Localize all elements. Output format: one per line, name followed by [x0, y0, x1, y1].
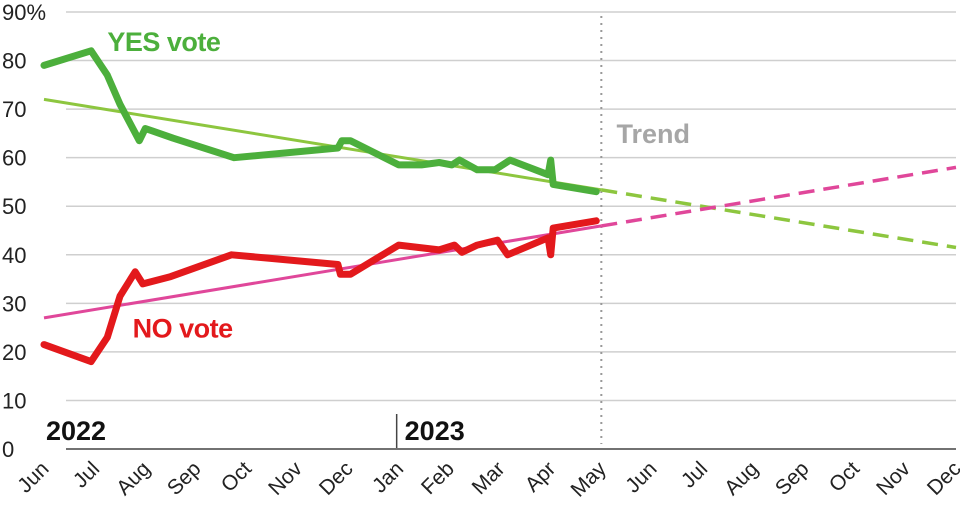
y-tick-label: 30: [2, 291, 26, 316]
y-tick-label: 40: [2, 243, 26, 268]
y-axis-tick-labels: 0 10 20 30 40 50 60 70 80 90%: [2, 0, 46, 462]
x-tick-label: Jan: [368, 457, 408, 497]
y-tick-label: 60: [2, 146, 26, 171]
x-tick-label: Mar: [468, 457, 510, 499]
y-tick-label: 50: [2, 194, 26, 219]
y-tick-label: 80: [2, 49, 26, 74]
trend-line-solid: [43, 97, 602, 192]
x-tick-label: Nov: [264, 457, 307, 500]
series-label: YES vote: [107, 27, 221, 57]
x-tick-label: Feb: [417, 457, 459, 499]
series-line: [40, 47, 600, 196]
y-tick-label: 0: [2, 437, 14, 462]
trend-line-projection: [601, 188, 957, 250]
trend-line-solid: [43, 224, 602, 320]
gridlines: [66, 11, 956, 450]
series-label: NO vote: [133, 313, 234, 343]
series-lines: [40, 47, 600, 366]
x-tick-label: Jul: [677, 457, 712, 492]
x-tick-label: Aug: [112, 457, 155, 500]
series-labels: YES vote NO vote: [107, 27, 233, 343]
x-tick-label: Sep: [163, 457, 206, 500]
x-axis-month-labels: Jun Jul Aug Sep Oct Nov Dec Jan Feb Mar Apr May Jun J…: [13, 457, 960, 502]
trend-lines: [43, 16, 957, 444]
y-tick-label: 90%: [2, 0, 46, 25]
y-tick-label: 70: [2, 97, 26, 122]
x-tick-label: Apr: [521, 457, 560, 496]
x-tick-label: Aug: [720, 457, 763, 500]
x-tick-label: Dec: [315, 457, 358, 500]
x-tick-label: Oct: [825, 457, 864, 496]
x-tick-label: Jun: [13, 457, 53, 497]
x-tick-label: Nov: [872, 457, 915, 500]
year-label: 2022: [46, 416, 106, 446]
series-line: [40, 217, 600, 366]
year-labels: 2022 2023: [46, 414, 465, 448]
x-tick-label: Dec: [923, 457, 960, 500]
x-tick-label: Oct: [217, 457, 256, 496]
y-tick-label: 20: [2, 340, 26, 365]
x-tick-label: Jun: [621, 457, 661, 497]
x-tick-label: Jul: [69, 457, 104, 492]
year-label: 2023: [405, 416, 465, 446]
annotations: Trend: [617, 119, 691, 149]
trend-annotation: Trend: [617, 119, 691, 149]
y-tick-label: 10: [2, 388, 26, 413]
x-tick-label: Sep: [771, 457, 814, 500]
x-tick-label: May: [567, 457, 612, 502]
trend-line-projection: [601, 165, 957, 228]
